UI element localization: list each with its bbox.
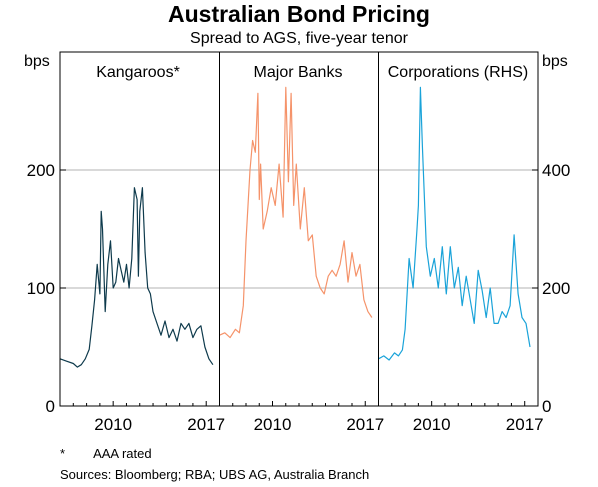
x-tick-label-p0-0: 2010	[94, 415, 132, 434]
sources-note: Sources: Bloomberg; RBA; UBS AG, Austral…	[60, 467, 370, 482]
chart-subtitle: Spread to AGS, five-year tenor	[190, 30, 409, 47]
y-right-tick-label-0: 0	[542, 397, 551, 416]
panel-label-kangaroos: Kangaroos*	[96, 64, 180, 81]
plot-frame	[59, 51, 539, 407]
panel-label-major-banks: Major Banks	[254, 64, 343, 81]
y-right-tick-label-1: 200	[542, 279, 570, 298]
y-left-tick-label-2: 200	[27, 161, 55, 180]
series-lines	[59, 86, 531, 368]
tick-marks	[59, 169, 539, 407]
panel-label-corporations: Corporations (RHS)	[388, 64, 528, 81]
y-tick-labels: 0 100 200 0 200 400	[27, 161, 571, 416]
y-left-tick-label-1: 100	[27, 279, 55, 298]
y-left-unit: bps	[24, 53, 50, 70]
x-tick-label-p1-1: 2017	[346, 415, 384, 434]
y-left-tick-label-0: 0	[46, 397, 55, 416]
x-tick-label-p2-0: 2010	[413, 415, 451, 434]
x-tick-labels: 2010 2017 2010 2017 2010 2017	[94, 415, 543, 434]
gridlines	[60, 169, 538, 289]
footnote-mark: *	[60, 446, 66, 461]
footnote: * AAA rated	[60, 446, 152, 461]
x-tick-label-p2-1: 2017	[506, 415, 544, 434]
series-line-1	[219, 86, 373, 339]
series-line-0	[59, 187, 214, 368]
x-tick-label-p1-0: 2010	[254, 415, 292, 434]
y-right-unit: bps	[542, 53, 568, 70]
y-right-tick-label-2: 400	[542, 161, 570, 180]
x-tick-label-p0-1: 2017	[187, 415, 225, 434]
footnote-text: AAA rated	[93, 446, 152, 461]
chart-title: Australian Bond Pricing	[168, 1, 430, 27]
series-line-2	[378, 86, 531, 361]
